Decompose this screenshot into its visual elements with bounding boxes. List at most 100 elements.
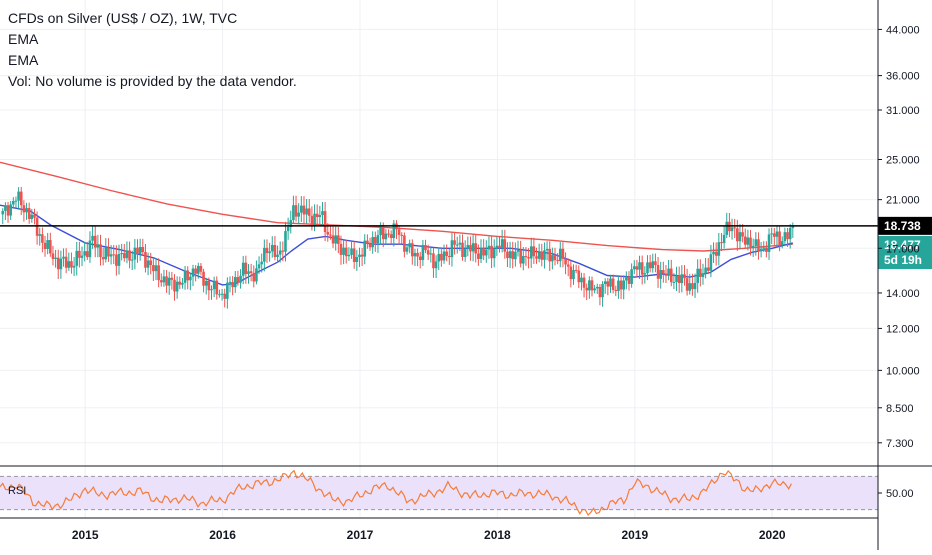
- candle-body: [474, 243, 478, 254]
- candle-body: [284, 231, 287, 252]
- candle-body: [62, 256, 65, 259]
- candle-body: [418, 256, 422, 260]
- candle-body: [93, 235, 97, 248]
- candle-body: [175, 281, 179, 292]
- candle-body: [696, 268, 699, 283]
- candle-body: [278, 250, 282, 255]
- candle-body: [286, 227, 290, 232]
- candle-body: [408, 243, 411, 248]
- candle-body: [178, 281, 182, 285]
- y-tick-label: 14.000: [886, 288, 920, 300]
- candle-body: [191, 268, 195, 277]
- candle-body: [564, 258, 567, 265]
- candle-body: [479, 248, 483, 259]
- rsi-label: RSI: [8, 485, 26, 497]
- candle-body: [712, 251, 715, 255]
- candle-body: [566, 264, 570, 267]
- candle-body: [669, 268, 673, 283]
- candle-body: [535, 256, 538, 259]
- candle-body: [350, 248, 353, 255]
- candle-body: [294, 205, 298, 217]
- candle-body: [585, 287, 589, 291]
- candle-body: [189, 276, 192, 281]
- candle-body: [1, 210, 5, 215]
- candle-body: [141, 247, 145, 252]
- candle-body: [455, 244, 459, 246]
- candle-body: [783, 232, 787, 242]
- candle-body: [469, 245, 472, 252]
- candle-body: [162, 276, 166, 283]
- candle-body: [640, 262, 644, 275]
- candle-body: [699, 268, 702, 277]
- candle-body: [257, 264, 261, 269]
- candle-body: [400, 234, 404, 236]
- candle-body: [601, 283, 604, 298]
- candle-body: [450, 240, 454, 258]
- candle-body: [741, 232, 744, 237]
- price-tag-label: 18.738: [884, 219, 921, 233]
- candle-body: [196, 265, 200, 274]
- candle-body: [72, 265, 76, 268]
- candle-body: [86, 251, 89, 258]
- candle-body: [355, 257, 359, 262]
- candle-body: [6, 205, 10, 216]
- candle-body: [136, 247, 139, 254]
- candle-body: [466, 245, 470, 249]
- candle-body: [759, 248, 763, 252]
- candle-body: [120, 253, 123, 255]
- candle-body: [484, 249, 488, 256]
- candle-body: [334, 235, 337, 244]
- candle-body: [416, 252, 419, 257]
- candle-body: [268, 251, 271, 254]
- candle-body: [54, 257, 57, 260]
- candle-body: [101, 257, 105, 260]
- candle-body: [516, 249, 520, 252]
- candle-body: [387, 233, 390, 235]
- legend-title[interactable]: CFDs on Silver (US$ / OZ), 1W, TVC: [8, 10, 238, 26]
- candle-body: [78, 250, 81, 258]
- candle-body: [432, 253, 435, 269]
- x-tick-label: 2019: [621, 528, 648, 542]
- candle-body: [791, 226, 795, 229]
- candle-body: [588, 280, 591, 291]
- candle-body: [38, 234, 42, 236]
- candle-body: [276, 254, 279, 258]
- candle-body: [733, 227, 736, 229]
- price-tag-label: 5d 19h: [884, 253, 922, 267]
- candle-body: [315, 213, 319, 217]
- candle-body: [91, 235, 94, 241]
- candle-body: [183, 270, 187, 283]
- candle-body: [371, 237, 374, 248]
- candle-body: [646, 262, 649, 274]
- candle-body: [743, 236, 747, 245]
- candle-body: [249, 271, 253, 273]
- x-tick-label: 2020: [759, 528, 786, 542]
- candle-body: [337, 235, 340, 244]
- ema-slow-line: [0, 161, 793, 252]
- candle-body: [165, 276, 168, 286]
- legend-volume[interactable]: Vol: No volume is provided by the data v…: [8, 73, 297, 89]
- rsi-line: [0, 469, 792, 516]
- candle-body: [381, 227, 385, 240]
- x-tick-label: 2015: [72, 528, 99, 542]
- legend-ema-fast[interactable]: EMA: [8, 31, 39, 47]
- candle-body: [632, 266, 636, 270]
- candle-body: [56, 257, 60, 270]
- candle-body: [154, 265, 158, 272]
- candle-body: [347, 254, 351, 257]
- candle-body: [405, 247, 409, 252]
- candle-body: [374, 237, 377, 244]
- candle-body: [389, 234, 393, 239]
- legend-ema-slow[interactable]: EMA: [8, 52, 39, 68]
- candle-body: [754, 239, 758, 246]
- candle-body: [630, 269, 633, 284]
- candle-body: [627, 276, 631, 284]
- candle-body: [445, 251, 448, 257]
- candle-body: [130, 259, 134, 261]
- candle-body: [643, 273, 647, 275]
- candle-body: [701, 273, 705, 277]
- candle-body: [75, 250, 79, 266]
- candle-body: [12, 201, 15, 205]
- candle-body: [532, 246, 536, 257]
